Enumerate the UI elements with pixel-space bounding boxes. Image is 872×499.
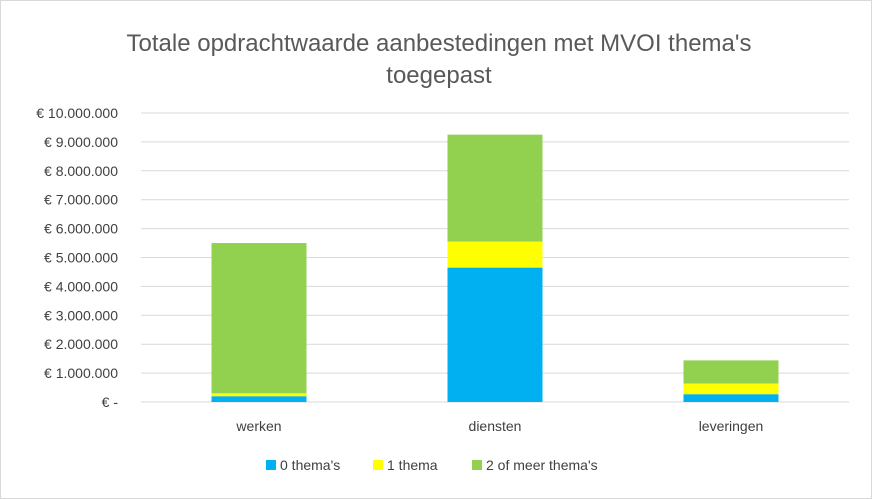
legend-swatch bbox=[472, 460, 482, 470]
bar-segment-leveringen-2 bbox=[683, 360, 779, 384]
y-tick-label: € 3.000.000 bbox=[44, 307, 118, 323]
bar-segment-diensten-2 bbox=[447, 134, 543, 242]
y-tick-label: € 7.000.000 bbox=[44, 192, 118, 208]
x-tick-label: leveringen bbox=[699, 418, 764, 434]
y-tick-label: € 1.000.000 bbox=[44, 365, 118, 381]
legend: 0 thema's 1 thema 2 of meer thema's bbox=[266, 457, 598, 473]
chart-title-line-1: Totale opdrachtwaarde aanbestedingen met… bbox=[127, 30, 752, 57]
legend-label: 1 thema bbox=[387, 457, 438, 473]
chart-title-line-2: toegepast bbox=[386, 62, 492, 89]
y-tick-label: € 6.000.000 bbox=[44, 221, 118, 237]
bars bbox=[211, 134, 779, 402]
y-tick-label: € 9.000.000 bbox=[44, 134, 118, 150]
bar-segment-diensten-1 bbox=[447, 241, 543, 268]
legend-swatch bbox=[266, 460, 276, 470]
bar-segment-werken-2 bbox=[211, 243, 307, 394]
x-axis-tick-labels: werken diensten leveringen bbox=[235, 418, 763, 434]
y-tick-label: € 5.000.000 bbox=[44, 250, 118, 266]
x-tick-label: diensten bbox=[469, 418, 522, 434]
bar-segment-werken-1 bbox=[211, 393, 307, 397]
legend-label: 0 thema's bbox=[280, 457, 340, 473]
bar-segment-leveringen-1 bbox=[683, 383, 779, 395]
bar-segment-diensten-0 bbox=[447, 267, 543, 402]
y-axis-tick-labels: € - € 1.000.000 € 2.000.000 € 3.000.000 € 4.… bbox=[36, 105, 118, 410]
x-tick-label: werken bbox=[235, 418, 281, 434]
y-tick-label: € 8.000.000 bbox=[44, 163, 118, 179]
bar-segment-werken-0 bbox=[211, 396, 307, 402]
legend-swatch bbox=[373, 460, 383, 470]
y-tick-label: € - bbox=[102, 394, 119, 410]
legend-label: 2 of meer thema's bbox=[486, 457, 598, 473]
y-tick-label: € 10.000.000 bbox=[36, 105, 118, 121]
y-tick-label: € 4.000.000 bbox=[44, 278, 118, 294]
bar-segment-leveringen-0 bbox=[683, 394, 779, 402]
y-tick-label: € 2.000.000 bbox=[44, 336, 118, 352]
